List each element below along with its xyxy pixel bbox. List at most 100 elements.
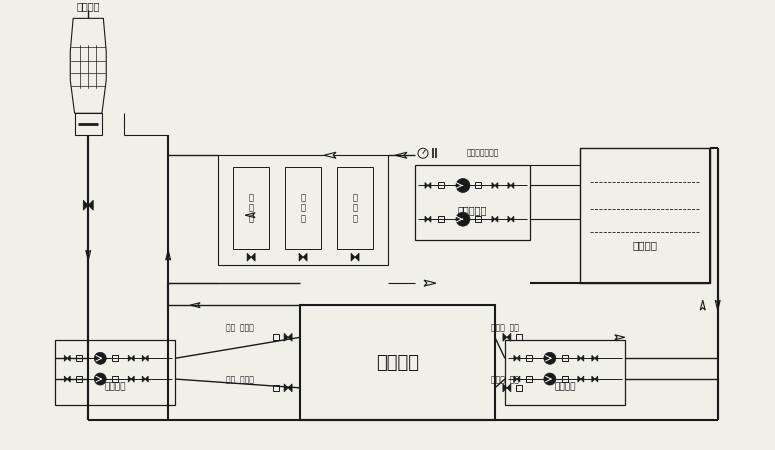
Circle shape [544,352,556,364]
Polygon shape [166,250,170,260]
Polygon shape [592,376,595,382]
Polygon shape [580,376,584,382]
Polygon shape [131,356,134,361]
Bar [112,356,119,361]
Polygon shape [425,216,428,222]
Bar [76,356,82,361]
Polygon shape [245,213,255,218]
Polygon shape [142,356,145,361]
Polygon shape [424,280,436,286]
Bar [112,376,119,382]
Bar [526,356,532,361]
Polygon shape [508,216,511,222]
Polygon shape [299,253,303,261]
Polygon shape [284,384,288,392]
Polygon shape [580,356,584,361]
Text: 压力表、温度计: 压力表、温度计 [467,149,498,158]
Polygon shape [67,356,71,361]
Bar [337,167,373,249]
Polygon shape [595,356,598,361]
Bar [415,165,530,240]
Polygon shape [507,384,511,392]
Circle shape [544,373,556,385]
Bar [218,155,388,265]
Polygon shape [145,356,148,361]
Polygon shape [355,253,359,261]
Polygon shape [503,384,507,392]
Polygon shape [131,376,134,382]
Polygon shape [595,376,598,382]
Polygon shape [128,376,131,382]
Text: 閥閥  軟接頭: 閥閥 軟接頭 [226,375,254,384]
Polygon shape [715,300,720,310]
Bar [76,376,82,382]
Text: 冷却水塔: 冷却水塔 [77,1,100,11]
Text: 軟接頭  蝶閥: 軟接頭 蝶閥 [491,324,518,333]
Circle shape [95,352,106,364]
Polygon shape [507,333,511,341]
Polygon shape [578,376,580,382]
Text: 軟接頭  蝶閥: 軟接頭 蝶閥 [491,375,518,384]
Bar [285,167,321,249]
Polygon shape [517,356,520,361]
Polygon shape [508,183,511,189]
Polygon shape [492,216,495,222]
Text: 生
产
线: 生 产 线 [353,194,357,223]
Text: 冷击水泵: 冷击水泵 [554,382,576,392]
Polygon shape [395,152,407,158]
Polygon shape [428,183,431,189]
Bar [580,148,710,283]
Text: 生
产
线: 生 产 线 [301,194,305,223]
Bar [516,334,522,340]
Polygon shape [67,376,71,382]
Bar [300,305,495,420]
Circle shape [95,373,106,385]
Polygon shape [701,300,705,310]
Polygon shape [284,333,288,341]
Polygon shape [303,253,307,261]
Polygon shape [190,302,200,308]
Circle shape [456,212,470,226]
Polygon shape [511,183,514,189]
Text: 冷却水泵: 冷却水泵 [105,382,126,392]
Polygon shape [503,333,507,341]
Polygon shape [351,253,355,261]
Text: 压力输水泵: 压力输水泵 [458,205,487,215]
Polygon shape [247,253,251,261]
Bar [475,216,481,222]
Bar [233,167,269,249]
Polygon shape [511,216,514,222]
Bar [55,340,175,405]
Polygon shape [495,216,498,222]
Polygon shape [142,376,145,382]
Polygon shape [517,376,520,382]
Text: 冰山机组: 冰山机组 [376,354,419,372]
Polygon shape [514,356,517,361]
Polygon shape [64,356,67,361]
Bar [526,376,532,382]
Polygon shape [145,376,148,382]
Bar [273,334,279,340]
Polygon shape [251,253,255,261]
Text: 冷击水筒: 冷击水筒 [632,240,657,250]
Polygon shape [592,356,595,361]
Bar [438,216,444,222]
Polygon shape [578,356,580,361]
Polygon shape [86,250,91,260]
Bar [475,183,481,189]
Bar [505,340,625,405]
Polygon shape [288,384,292,392]
Polygon shape [615,335,625,340]
Circle shape [456,179,470,193]
Polygon shape [492,183,495,189]
Bar [438,183,444,189]
Text: 生
产
线: 生 产 线 [249,194,253,223]
Polygon shape [128,356,131,361]
Bar [74,113,102,135]
Text: 閥閥  軟接頭: 閥閥 軟接頭 [226,324,254,333]
Polygon shape [88,200,93,210]
Polygon shape [83,200,88,210]
Polygon shape [428,216,431,222]
Polygon shape [64,376,67,382]
Polygon shape [495,183,498,189]
